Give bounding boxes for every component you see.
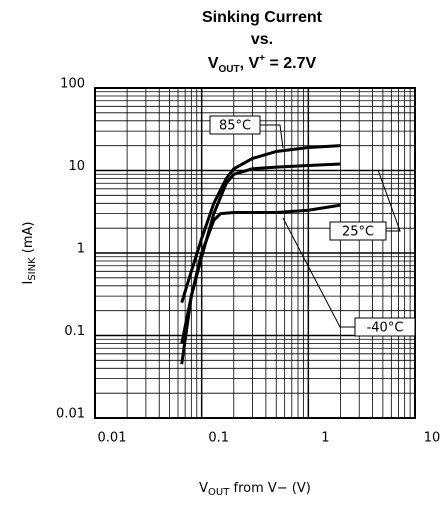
- label-part: OUT: [208, 487, 230, 498]
- title-part: OUT: [219, 64, 240, 75]
- y-tick-label: 0.1: [64, 324, 85, 339]
- title-part: V: [208, 55, 219, 72]
- title-part: = 2.7V: [265, 55, 316, 72]
- chart-title: vs.: [251, 31, 273, 48]
- series-line: [180, 144, 341, 304]
- x-tick-label: 10: [424, 431, 441, 446]
- x-tick-label: 0.1: [208, 431, 229, 446]
- label-part: SINK: [27, 257, 38, 281]
- y-tick-label: 1: [77, 242, 85, 257]
- label-part: V: [199, 481, 208, 496]
- plot-frame: [94, 87, 416, 419]
- y-axis-label: ISINK (mA): [21, 221, 39, 284]
- leader-line: [377, 169, 401, 232]
- label-part: I: [21, 281, 36, 285]
- leader-line: [260, 124, 284, 149]
- x-tick-label: 0.01: [98, 431, 127, 446]
- chart-subtitle: VOUT, V+ = 2.7V: [208, 53, 317, 75]
- label-part: (mA): [21, 221, 36, 257]
- y-tick-label: 100: [60, 77, 85, 92]
- chart-title: Sinking Current: [202, 9, 323, 26]
- title-part: +: [259, 53, 265, 64]
- y-tick-label: 0.01: [56, 407, 85, 422]
- series-label: 25°C: [342, 225, 374, 240]
- x-tick-label: 1: [321, 431, 329, 446]
- title-part: , V: [240, 55, 260, 72]
- series-line: [180, 203, 341, 365]
- leader-line: [282, 217, 355, 328]
- x-axis-label: VOUT from V− (V): [199, 481, 311, 499]
- series-label: 85°C: [219, 119, 251, 134]
- series-label: -40°C: [367, 321, 404, 336]
- y-tick-label: 10: [68, 159, 85, 174]
- label-part: from V− (V): [229, 481, 310, 496]
